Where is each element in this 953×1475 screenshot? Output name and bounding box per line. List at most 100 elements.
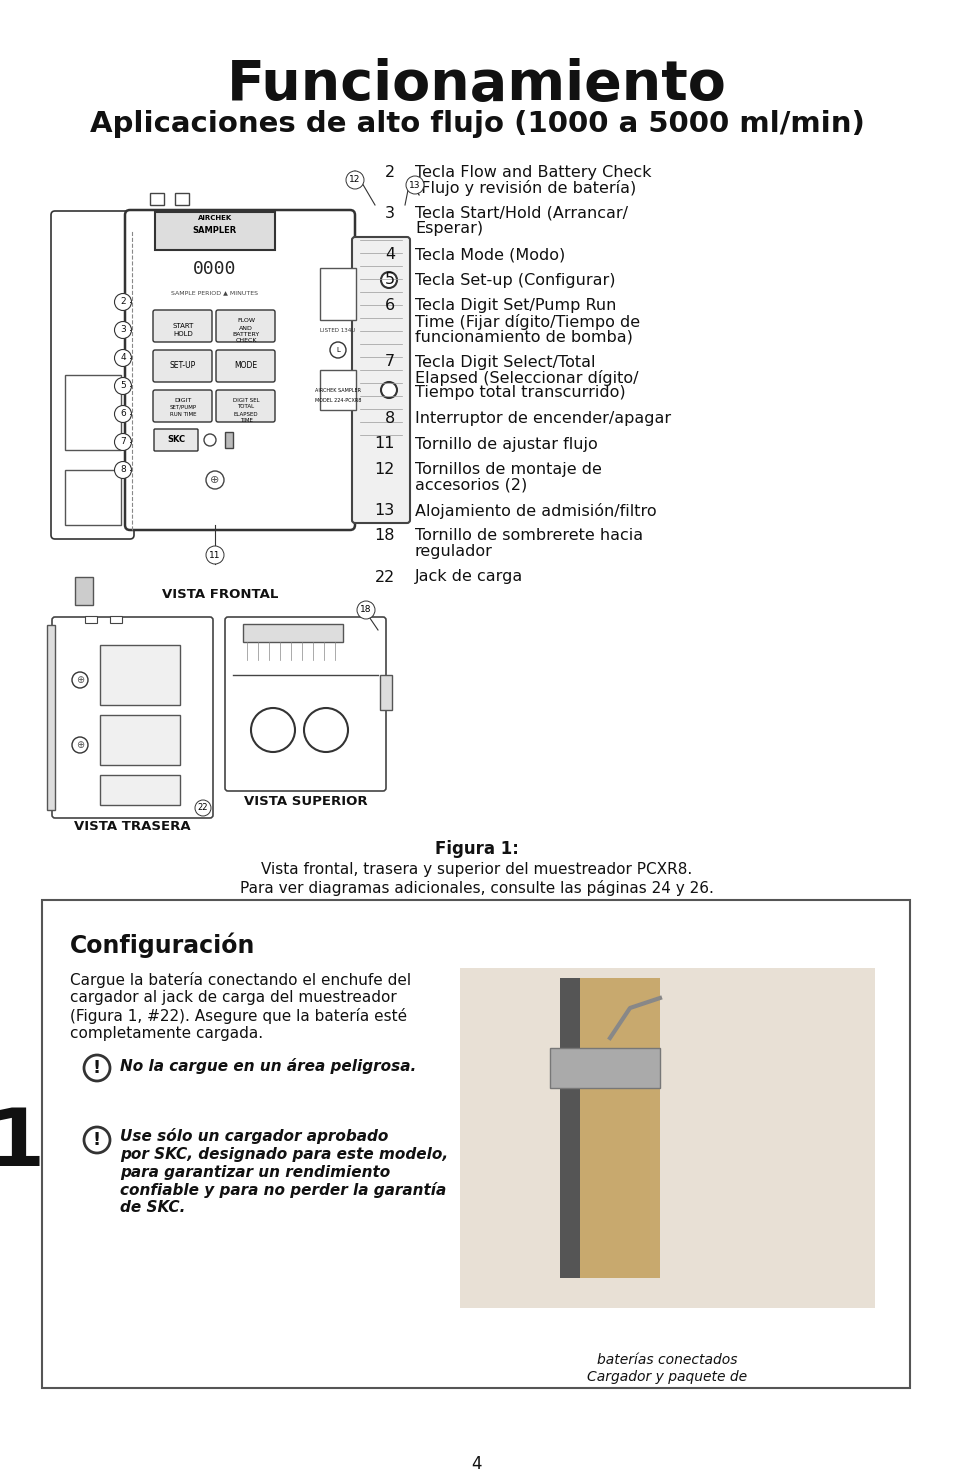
Text: 6: 6	[384, 298, 395, 313]
Text: !: !	[92, 1131, 101, 1149]
Circle shape	[84, 1055, 110, 1081]
Bar	[550, 1049, 659, 1089]
Text: Interruptor de encender/apagar: Interruptor de encender/apagar	[415, 412, 670, 426]
Circle shape	[71, 738, 88, 754]
Text: 3: 3	[120, 326, 126, 335]
Text: 4: 4	[471, 1454, 482, 1474]
Text: SAMPLER: SAMPLER	[193, 226, 237, 235]
Text: VISTA SUPERIOR: VISTA SUPERIOR	[243, 795, 367, 808]
FancyBboxPatch shape	[215, 389, 274, 422]
Bar	[579, 978, 659, 1277]
Bar	[154, 212, 274, 249]
Bar	[379, 676, 392, 709]
Text: 5: 5	[120, 382, 126, 391]
FancyBboxPatch shape	[215, 310, 274, 342]
Bar	[319, 268, 355, 320]
Text: 1: 1	[0, 1105, 45, 1183]
Circle shape	[304, 708, 348, 752]
Text: 22: 22	[375, 569, 395, 584]
Text: MODEL 224-PCXR8: MODEL 224-PCXR8	[314, 397, 361, 403]
FancyBboxPatch shape	[52, 617, 213, 819]
Circle shape	[194, 799, 211, 816]
Text: SKC: SKC	[167, 435, 185, 444]
Circle shape	[114, 378, 132, 394]
Text: LISTED 134U: LISTED 134U	[320, 327, 355, 332]
Text: 18: 18	[360, 606, 372, 615]
Text: Tecla Start/Hold (Arrancar/: Tecla Start/Hold (Arrancar/	[415, 207, 627, 221]
Text: (Figura 1, #22). Asegure que la batería esté: (Figura 1, #22). Asegure que la batería …	[70, 1007, 407, 1024]
Text: 2: 2	[120, 298, 126, 307]
Bar	[150, 193, 164, 205]
Circle shape	[206, 546, 224, 563]
Text: L: L	[335, 347, 339, 353]
Text: Cargue la batería conectando el enchufe del: Cargue la batería conectando el enchufe …	[70, 972, 411, 988]
Text: 7: 7	[120, 438, 126, 447]
Circle shape	[114, 434, 132, 450]
Text: Tornillo de sombrerete hacia: Tornillo de sombrerete hacia	[415, 528, 642, 543]
Text: !: !	[92, 1059, 101, 1077]
Circle shape	[406, 176, 423, 195]
FancyBboxPatch shape	[152, 350, 212, 382]
Circle shape	[356, 600, 375, 620]
Text: SAMPLE PERIOD ▲ MINUTES: SAMPLE PERIOD ▲ MINUTES	[172, 291, 258, 295]
Text: baterías conectados: baterías conectados	[597, 1353, 737, 1367]
Text: 0000: 0000	[193, 260, 236, 277]
Text: cargador al jack de carga del muestreador: cargador al jack de carga del muestreado…	[70, 990, 396, 1004]
Text: accesorios (2): accesorios (2)	[415, 478, 527, 493]
Text: Funcionamiento: Funcionamiento	[227, 58, 726, 112]
Text: Tecla Set-up (Configurar): Tecla Set-up (Configurar)	[415, 273, 615, 288]
Bar	[42, 900, 909, 1388]
Text: DIGIT: DIGIT	[174, 397, 192, 403]
Text: No la cargue en un área peligrosa.: No la cargue en un área peligrosa.	[120, 1058, 416, 1074]
Text: ⊕: ⊕	[76, 740, 84, 749]
Text: Alojamiento de admisión/filtro: Alojamiento de admisión/filtro	[415, 503, 656, 519]
Text: Time (Fijar dígito/Tiempo de: Time (Fijar dígito/Tiempo de	[415, 314, 639, 329]
Text: Tecla Flow and Battery Check: Tecla Flow and Battery Check	[415, 165, 651, 180]
Text: 2: 2	[384, 165, 395, 180]
Text: Para ver diagramas adicionales, consulte las páginas 24 y 26.: Para ver diagramas adicionales, consulte…	[240, 881, 713, 895]
Circle shape	[114, 462, 132, 478]
Circle shape	[251, 708, 294, 752]
Circle shape	[114, 294, 132, 311]
Text: SET/PUMP: SET/PUMP	[170, 404, 196, 410]
Text: TOTAL: TOTAL	[237, 404, 254, 410]
Circle shape	[114, 322, 132, 338]
Text: 13: 13	[375, 503, 395, 518]
Bar	[559, 978, 579, 1277]
FancyBboxPatch shape	[225, 617, 386, 791]
Text: 13: 13	[409, 180, 420, 189]
Bar	[100, 645, 180, 705]
Text: Tecla Digit Select/Total: Tecla Digit Select/Total	[415, 354, 595, 370]
Bar	[243, 624, 343, 642]
Text: AIRCHEK SAMPLER: AIRCHEK SAMPLER	[314, 388, 360, 392]
FancyBboxPatch shape	[352, 237, 410, 524]
Circle shape	[114, 406, 132, 422]
Text: completamente cargada.: completamente cargada.	[70, 1027, 263, 1041]
Bar	[174, 193, 189, 205]
Text: 7: 7	[384, 354, 395, 370]
Text: Elapsed (Seleccionar dígito/: Elapsed (Seleccionar dígito/	[415, 370, 638, 386]
Circle shape	[204, 434, 215, 445]
Text: AIRCHEK: AIRCHEK	[197, 215, 232, 221]
Bar	[459, 968, 874, 1308]
Text: 5: 5	[384, 273, 395, 288]
Bar	[100, 715, 180, 766]
Text: Configuración: Configuración	[70, 932, 255, 957]
FancyBboxPatch shape	[51, 211, 133, 538]
Text: 4: 4	[120, 354, 126, 363]
Text: regulador: regulador	[415, 544, 493, 559]
Text: 4: 4	[384, 246, 395, 263]
Text: Cargador y paquete de: Cargador y paquete de	[587, 1370, 747, 1384]
Text: funcionamiento de bomba): funcionamiento de bomba)	[415, 329, 632, 344]
Text: para garantizar un rendimiento: para garantizar un rendimiento	[120, 1164, 390, 1180]
Text: 11: 11	[209, 550, 220, 559]
Text: 18: 18	[375, 528, 395, 543]
Text: 12: 12	[348, 176, 362, 184]
FancyBboxPatch shape	[153, 429, 198, 451]
Text: VISTA TRASERA: VISTA TRASERA	[74, 820, 191, 833]
Text: 3: 3	[385, 207, 395, 221]
Text: (Flujo y revisión de batería): (Flujo y revisión de batería)	[415, 180, 636, 196]
Text: 11: 11	[375, 437, 395, 451]
Text: Aplicaciones de alto flujo (1000 a 5000 ml/min): Aplicaciones de alto flujo (1000 a 5000 …	[90, 111, 863, 139]
Text: Figura 1:: Figura 1:	[435, 839, 518, 858]
